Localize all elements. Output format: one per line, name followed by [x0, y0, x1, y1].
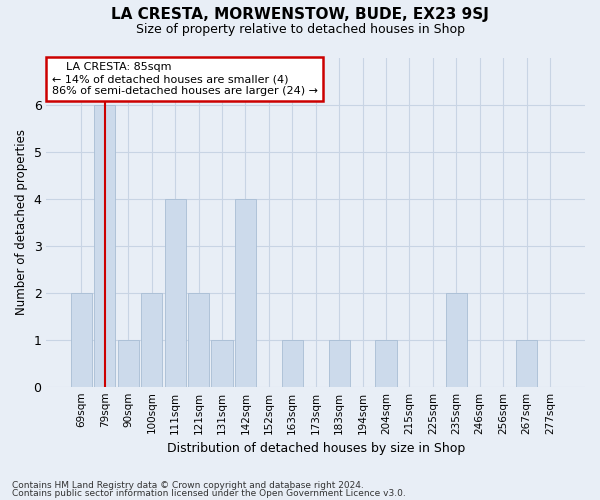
- Bar: [118, 340, 139, 386]
- Bar: [94, 104, 115, 386]
- Bar: [164, 198, 185, 386]
- Bar: [282, 340, 303, 386]
- Text: LA CRESTA: 85sqm
← 14% of detached houses are smaller (4)
86% of semi-detached h: LA CRESTA: 85sqm ← 14% of detached house…: [52, 62, 318, 96]
- X-axis label: Distribution of detached houses by size in Shop: Distribution of detached houses by size …: [167, 442, 465, 455]
- Bar: [446, 292, 467, 386]
- Bar: [71, 292, 92, 386]
- Y-axis label: Number of detached properties: Number of detached properties: [15, 129, 28, 315]
- Bar: [211, 340, 233, 386]
- Text: LA CRESTA, MORWENSTOW, BUDE, EX23 9SJ: LA CRESTA, MORWENSTOW, BUDE, EX23 9SJ: [111, 8, 489, 22]
- Text: Contains HM Land Registry data © Crown copyright and database right 2024.: Contains HM Land Registry data © Crown c…: [12, 481, 364, 490]
- Bar: [141, 292, 162, 386]
- Bar: [188, 292, 209, 386]
- Bar: [376, 340, 397, 386]
- Text: Contains public sector information licensed under the Open Government Licence v3: Contains public sector information licen…: [12, 488, 406, 498]
- Bar: [329, 340, 350, 386]
- Text: Size of property relative to detached houses in Shop: Size of property relative to detached ho…: [136, 22, 464, 36]
- Bar: [516, 340, 537, 386]
- Bar: [235, 198, 256, 386]
